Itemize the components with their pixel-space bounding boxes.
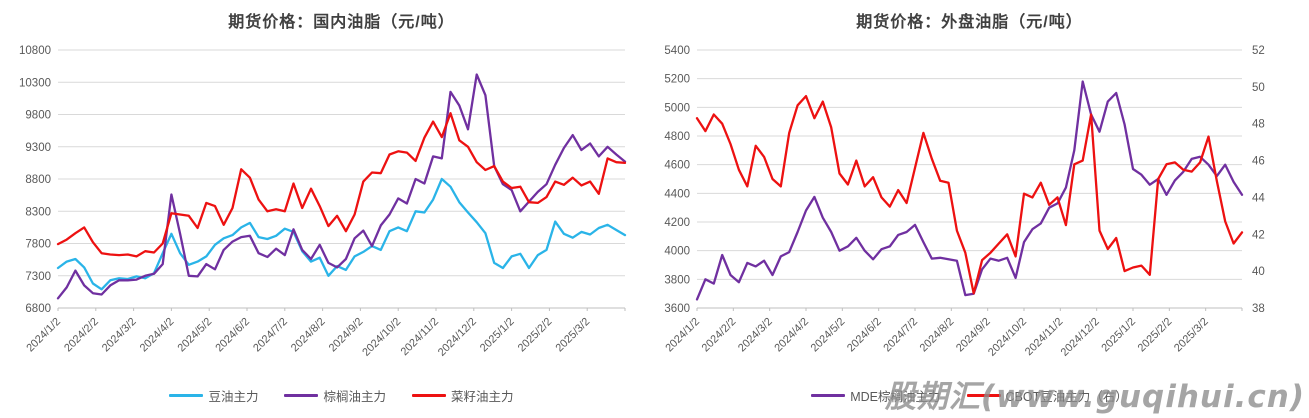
x-axis-tick-label: 2024/9/2	[327, 316, 366, 355]
y-axis-tick-label: 4800	[664, 131, 690, 143]
x-axis-tick-label: 2024/11/2	[399, 316, 442, 359]
x-axis-tick-label: 2025/1/2	[478, 316, 517, 355]
x-axis-tick-label: 2024/2/2	[700, 316, 739, 355]
x-axis-tick-label: 2024/3/2	[736, 316, 775, 355]
x-axis-tick-label: 2024/12/2	[1059, 316, 1102, 359]
legend-item-2: 菜籽油主力	[412, 386, 514, 405]
y-axis-right-tick-label: 50	[1252, 82, 1265, 94]
y-axis-tick-label: 10800	[19, 45, 51, 57]
legend-swatch-icon	[811, 394, 846, 397]
legend-swatch-icon	[169, 394, 204, 397]
domestic-oils-plot: 6800 7300 7800 8300 8800 9300 9800 10300 10800 20…	[19, 45, 627, 359]
x-axis-tick-label: 2024/2/2	[62, 316, 101, 355]
x-axis-tick-label: 2024/6/2	[845, 316, 884, 355]
x-axis-tick-label: 2024/10/2	[360, 316, 403, 359]
legend-label: MDE棕榈油主力	[850, 390, 941, 404]
y-axis-tick-label: 5200	[664, 74, 690, 86]
chart-title-foreign: 期货价格：外盘油脂（元/吨）	[856, 14, 1083, 31]
y-axis-right-tick-label: 44	[1252, 192, 1265, 204]
y-axis-tick-label: 6800	[25, 303, 51, 315]
y-axis-tick-label: 5400	[664, 45, 690, 57]
y-axis-tick-label: 8300	[25, 206, 51, 218]
legend-label: CBOT豆油主力（右）	[1005, 390, 1128, 404]
x-axis-tick-label: 2024/3/2	[100, 316, 139, 355]
legend-item-1: CBOT豆油主力（右）	[966, 386, 1128, 405]
legend-label: 菜籽油主力	[451, 390, 514, 404]
x-axis-tick-label: 2025/2/2	[1136, 316, 1175, 355]
y-axis-tick-label: 8800	[25, 174, 51, 186]
x-axis-tick-label: 2024/8/2	[918, 316, 957, 355]
y-axis-right-tick-label: 38	[1252, 303, 1265, 315]
x-axis-tick-label: 2024/5/2	[809, 316, 848, 355]
series-line-2	[56, 112, 627, 258]
x-axis-tick-label: 2024/6/2	[213, 316, 252, 355]
series-line-1	[56, 73, 627, 300]
chart-legend-foreign: MDE棕榈油主力 CBOT豆油主力（右）	[697, 386, 1242, 405]
x-axis-tick-label: 2024/7/2	[881, 316, 920, 355]
x-axis-tick-label: 2025/3/2	[1172, 316, 1211, 355]
x-axis-tick-label: 2024/10/2	[986, 316, 1029, 359]
y-axis-right-tick-label: 52	[1252, 45, 1265, 57]
foreign-oils-plot: 3600 3800 4000 4200 4400 4600 4800 5000 5200 5400…	[663, 45, 1265, 359]
y-axis-tick-label: 5000	[664, 102, 690, 114]
watermark: 股期汇(www.guqihui.cn)	[884, 379, 1305, 415]
chart-legend-domestic: 豆油主力 棕榈油主力 菜籽油主力	[58, 386, 625, 405]
x-axis-tick-label: 2024/1/2	[663, 316, 702, 355]
y-axis-tick-label: 10300	[19, 77, 51, 89]
series-line-0	[56, 177, 627, 291]
x-axis-tick-label: 2025/3/2	[554, 316, 593, 355]
y-axis-right-tick-label: 40	[1252, 266, 1265, 278]
x-axis-tick-label: 2024/12/2	[436, 316, 479, 359]
legend-label: 棕榈油主力	[323, 390, 386, 404]
y-axis-tick-label: 4200	[664, 217, 690, 229]
y-axis-tick-label: 3800	[664, 274, 690, 286]
legend-swatch-icon	[284, 394, 319, 397]
x-axis-tick-label: 2024/4/2	[772, 316, 811, 355]
x-axis-tick-label: 2024/4/2	[138, 316, 177, 355]
legend-item-0: MDE棕榈油主力	[811, 386, 941, 405]
y-axis-right-tick-label: 48	[1252, 119, 1265, 131]
y-axis-tick-label: 4400	[664, 188, 690, 200]
chart-foreign-oils: 3600 3800 4000 4200 4400 4600 4800 5000 5200 5400…	[650, 0, 1309, 418]
x-axis-tick-label: 2024/5/2	[176, 316, 215, 355]
x-axis-tick-label: 2024/1/2	[24, 316, 63, 355]
series-line-1	[695, 94, 1244, 295]
y-axis-right-tick-label: 42	[1252, 229, 1265, 241]
y-axis-tick-label: 7300	[25, 271, 51, 283]
legend-label: 豆油主力	[208, 390, 259, 404]
y-axis-right-tick-label: 46	[1252, 156, 1265, 168]
y-axis-tick-label: 7800	[25, 239, 51, 251]
y-axis-tick-label: 9300	[25, 142, 51, 154]
y-axis-tick-label: 4000	[664, 246, 690, 258]
x-axis-tick-label: 2025/2/2	[516, 316, 555, 355]
y-axis-tick-label: 4600	[664, 160, 690, 172]
x-axis-tick-label: 2025/1/2	[1099, 316, 1138, 355]
y-axis-tick-label: 3600	[664, 303, 690, 315]
legend-swatch-icon	[412, 394, 446, 397]
chart-title-domestic: 期货价格：国内油脂（元/吨）	[228, 14, 455, 31]
legend-swatch-icon	[966, 394, 1001, 397]
legend-item-1: 棕榈油主力	[284, 386, 386, 405]
x-axis-tick-label: 2024/7/2	[251, 316, 290, 355]
legend-item-0: 豆油主力	[169, 386, 258, 405]
x-axis-tick-label: 2024/8/2	[289, 316, 328, 355]
chart-domestic-oils: 6800 7300 7800 8300 8800 9300 9800 10300 10800 20…	[0, 0, 650, 418]
series-line-0	[695, 80, 1244, 301]
y-axis-tick-label: 9800	[25, 110, 51, 122]
